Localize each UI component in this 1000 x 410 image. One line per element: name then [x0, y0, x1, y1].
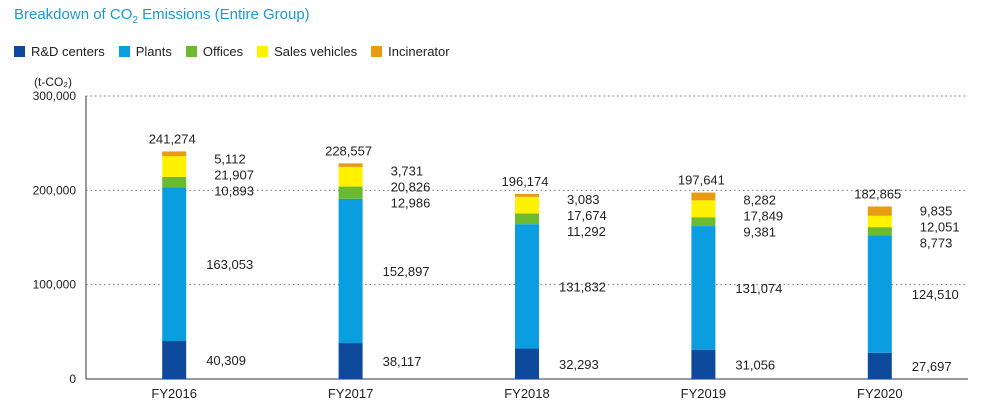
bar-segment-FY2019-3 [691, 200, 716, 218]
total-label: 241,274 [149, 131, 196, 146]
bar-segment-FY2018-1 [515, 224, 539, 349]
chart-title: Breakdown of CO2 Emissions (Entire Group… [14, 6, 310, 26]
bar-segment-FY2017-0 [338, 343, 363, 379]
legend-item-1: Plants [118, 44, 172, 59]
data-label-offices: 12,986 [391, 195, 431, 210]
bar-segment-FY2020-3 [867, 215, 892, 228]
data-label-incinerator: 8,282 [743, 193, 776, 208]
bar-segment-FY2020-4 [867, 206, 892, 216]
data-label-offices: 8,773 [920, 235, 953, 250]
y-tick-label: 0 [69, 372, 76, 386]
data-label-sales-vehicles: 17,849 [743, 209, 783, 224]
total-label: 182,865 [854, 186, 901, 201]
bar-segment-FY2016-4 [162, 151, 187, 157]
legend-item-2: Offices [185, 44, 244, 59]
data-label-plants: 152,897 [383, 264, 430, 279]
x-tick-label: FY2019 [681, 386, 727, 401]
total-label: 196,174 [502, 174, 549, 189]
legend-swatch [257, 46, 269, 57]
data-label-rd: 38,117 [383, 354, 422, 369]
legend-label: Sales vehicles [274, 44, 358, 59]
data-label-incinerator: 9,835 [920, 203, 953, 218]
legend: R&D centers Plants Offices Sales vehicles In… [14, 44, 450, 59]
total-label: 197,641 [678, 173, 725, 188]
total-label: 228,557 [325, 143, 372, 158]
chart-title-rest: Emissions (Entire Group) [137, 6, 310, 23]
data-label-sales-vehicles: 20,826 [391, 179, 431, 194]
legend-item-3: Sales vehicles [257, 44, 357, 59]
bar-segment-FY2020-0 [867, 352, 892, 379]
bar-segment-FY2018-3 [515, 196, 539, 214]
x-tick-label: FY2020 [857, 386, 903, 401]
data-label-rd: 32,293 [559, 357, 599, 372]
data-label-plants: 131,832 [559, 279, 606, 294]
data-label-incinerator: 3,731 [391, 163, 424, 178]
bar-segment-FY2017-1 [338, 198, 363, 344]
data-label-rd: 27,697 [912, 359, 952, 374]
bar-segment-FY2019-1 [691, 226, 716, 350]
x-tick-label: FY2017 [328, 386, 374, 401]
bar-segment-FY2016-3 [162, 156, 187, 177]
legend-label: Offices [202, 44, 244, 59]
data-label-sales-vehicles: 21,907 [214, 167, 254, 182]
data-label-sales-vehicles: 17,674 [567, 208, 607, 223]
bar-segment-FY2017-3 [338, 166, 363, 187]
y-tick-label: 200,000 [33, 183, 77, 197]
bar-segment-FY2016-0 [162, 340, 187, 379]
data-label-rd: 31,056 [735, 357, 775, 372]
bar-segment-FY2018-0 [515, 348, 539, 379]
bar-segment-FY2020-1 [867, 235, 892, 353]
data-label-plants: 163,053 [206, 257, 253, 272]
data-label-offices: 10,893 [214, 183, 254, 198]
legend-swatch [14, 46, 25, 57]
y-axis-label: (t-CO₂) [34, 75, 72, 89]
y-tick-label: 300,000 [33, 89, 77, 103]
y-tick-label: 100,000 [33, 278, 77, 292]
data-label-rd: 40,309 [206, 353, 246, 368]
bar-segment-FY2020-2 [867, 227, 892, 236]
x-tick-label: FY2016 [151, 386, 197, 401]
legend-label: R&D centers [31, 44, 105, 59]
legend-item-4: Incinerator [371, 44, 450, 59]
bar-segment-FY2019-0 [691, 349, 716, 379]
bar-segment-FY2017-4 [338, 163, 363, 167]
legend-label: Plants [135, 44, 172, 59]
bar-segment-FY2016-1 [162, 187, 187, 341]
bar-segment-FY2017-2 [338, 186, 363, 199]
bar-segment-FY2018-4 [515, 193, 539, 197]
legend-swatch [371, 46, 383, 57]
data-label-plants: 131,074 [735, 281, 782, 296]
legend-swatch [185, 46, 197, 57]
data-label-incinerator: 3,083 [567, 192, 600, 207]
bar-segment-FY2016-2 [162, 176, 187, 188]
data-label-plants: 124,510 [912, 287, 959, 302]
chart-title-subscript: 2 [132, 15, 138, 26]
data-label-sales-vehicles: 12,051 [920, 219, 960, 234]
data-label-offices: 9,381 [743, 225, 776, 240]
legend-label: Incinerator [388, 44, 450, 59]
x-tick-label: FY2018 [504, 386, 550, 401]
bar-segment-FY2018-2 [515, 213, 539, 225]
bar-segment-FY2019-2 [691, 217, 716, 227]
data-label-incinerator: 5,112 [214, 151, 246, 166]
bar-segment-FY2019-4 [691, 192, 716, 201]
data-label-offices: 11,292 [567, 224, 606, 239]
chart-title-main: Breakdown of CO [14, 6, 133, 23]
legend-swatch [118, 46, 130, 57]
legend-item-0: R&D centers [14, 44, 105, 59]
